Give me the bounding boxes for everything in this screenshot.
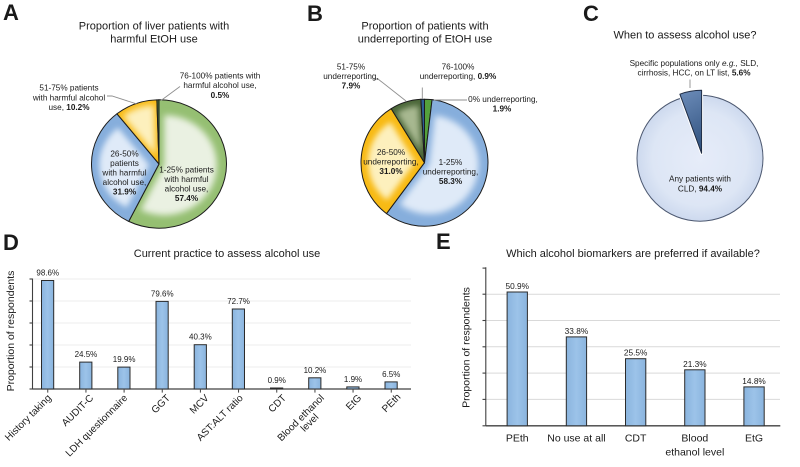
svg-text:Current practice to assess alc: Current practice to assess alcohol use [134, 248, 320, 260]
svg-text:LDH questionnaire: LDH questionnaire [64, 393, 131, 460]
svg-text:underreporting of EtOH use: underreporting of EtOH use [358, 33, 493, 45]
svg-text:use, 10.2%: use, 10.2% [49, 103, 91, 112]
svg-text:Specific populations only e.g.: Specific populations only e.g., SLD, [630, 59, 759, 68]
svg-text:1-25% patients: 1-25% patients [159, 165, 214, 174]
svg-text:Which alcohol biomarkers are p: Which alcohol biomarkers are preferred i… [506, 248, 760, 260]
svg-text:98.6%: 98.6% [36, 269, 59, 278]
svg-text:underreporting,: underreporting, [363, 157, 419, 166]
svg-text:26-50%: 26-50% [110, 149, 138, 158]
svg-text:57.4%: 57.4% [175, 194, 199, 203]
svg-text:alcohol use,: alcohol use, [103, 178, 147, 187]
svg-text:40.3%: 40.3% [189, 333, 212, 342]
svg-text:No use at all: No use at all [547, 433, 605, 445]
svg-text:B: B [307, 1, 323, 26]
svg-text:C: C [583, 1, 599, 26]
svg-text:Proportion of liver patients w: Proportion of liver patients with [79, 20, 229, 32]
svg-text:Any patients with: Any patients with [669, 175, 731, 184]
svg-text:History taking: History taking [3, 393, 54, 444]
svg-text:E: E [436, 229, 451, 254]
svg-text:PEth: PEth [380, 392, 403, 415]
svg-text:Blood: Blood [681, 433, 708, 445]
svg-text:58.3%: 58.3% [439, 177, 463, 186]
svg-text:A: A [3, 0, 19, 25]
svg-text:PEth: PEth [506, 433, 529, 445]
svg-text:10.2%: 10.2% [304, 366, 327, 375]
svg-text:with harmful: with harmful [163, 175, 208, 184]
svg-text:14.8%: 14.8% [742, 376, 766, 386]
svg-text:alcohol use,: alcohol use, [165, 185, 209, 194]
svg-text:51-75% patients: 51-75% patients [39, 84, 98, 93]
svg-text:Proportion of respondents: Proportion of respondents [5, 271, 17, 392]
svg-text:harmful EtOH use: harmful EtOH use [110, 33, 197, 45]
svg-text:6.5%: 6.5% [382, 370, 400, 379]
svg-text:1-25%: 1-25% [439, 158, 463, 167]
svg-text:26-50%: 26-50% [377, 148, 405, 157]
svg-text:underreporting,: underreporting, [323, 72, 379, 81]
svg-text:CDT: CDT [267, 393, 289, 415]
svg-text:EtG: EtG [344, 393, 364, 413]
svg-text:D: D [3, 230, 19, 255]
svg-text:MCV: MCV [188, 393, 212, 417]
svg-text:33.8%: 33.8% [565, 326, 589, 336]
svg-text:patients: patients [110, 159, 139, 168]
svg-text:72.7%: 72.7% [227, 297, 250, 306]
svg-text:CDT: CDT [625, 433, 647, 445]
svg-text:7.9%: 7.9% [342, 82, 361, 91]
svg-text:51-75%: 51-75% [337, 62, 365, 71]
svg-text:Proportion of respondents: Proportion of respondents [461, 287, 473, 408]
svg-text:0% underreporting,: 0% underreporting, [468, 95, 538, 104]
svg-text:cirrhosis, HCC, on LT list, 5.: cirrhosis, HCC, on LT list, 5.6% [638, 69, 752, 78]
svg-text:with harmful: with harmful [101, 168, 146, 177]
svg-text:24.5%: 24.5% [75, 350, 98, 359]
svg-text:21.3%: 21.3% [683, 359, 707, 369]
svg-text:25.5%: 25.5% [624, 348, 648, 358]
svg-text:31.9%: 31.9% [113, 187, 137, 196]
svg-text:GGT: GGT [150, 393, 173, 416]
svg-text:31.0%: 31.0% [379, 167, 403, 176]
svg-text:ethanol level: ethanol level [665, 447, 724, 459]
svg-text:76-100% patients with: 76-100% patients with [180, 72, 261, 81]
svg-text:0.5%: 0.5% [211, 91, 230, 100]
svg-text:50.9%: 50.9% [505, 281, 529, 291]
svg-text:79.6%: 79.6% [151, 289, 174, 298]
svg-text:76-100%: 76-100% [442, 62, 475, 71]
svg-text:Proportion of patients with: Proportion of patients with [361, 20, 488, 32]
svg-text:1.9%: 1.9% [344, 375, 362, 384]
svg-text:When to assess alcohol use?: When to assess alcohol use? [613, 29, 756, 41]
svg-text:underreporting, 0.9%: underreporting, 0.9% [420, 72, 497, 81]
svg-text:with harmful alcohol: with harmful alcohol [32, 93, 106, 102]
svg-text:1.9%: 1.9% [493, 105, 512, 114]
svg-text:CLD, 94.4%: CLD, 94.4% [678, 185, 723, 194]
svg-text:underreporting,: underreporting, [423, 167, 479, 176]
svg-text:harmful alcohol use,: harmful alcohol use, [183, 81, 256, 90]
svg-text:0.9%: 0.9% [268, 376, 286, 385]
svg-text:EtG: EtG [745, 433, 763, 445]
svg-text:19.9%: 19.9% [113, 355, 136, 364]
